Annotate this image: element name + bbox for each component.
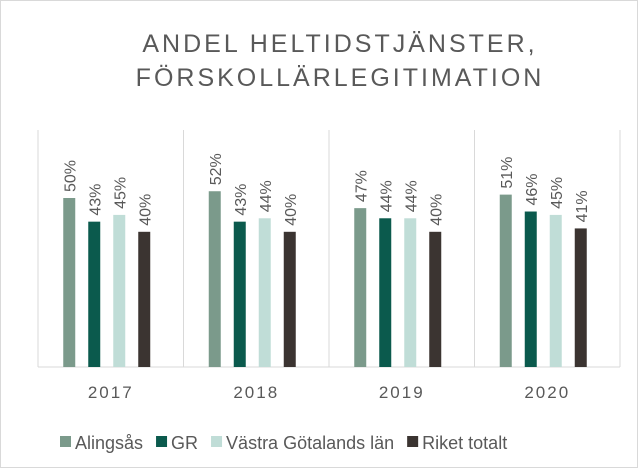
data-label: 40% (283, 194, 300, 226)
bar (233, 221, 246, 367)
data-label: 52% (208, 153, 225, 185)
data-label: 43% (233, 184, 250, 216)
bar (283, 231, 296, 367)
bar (574, 228, 587, 367)
data-label: 51% (499, 157, 516, 189)
data-label: 40% (428, 194, 445, 226)
x-tick-label: 2019 (379, 383, 425, 402)
data-label: 50% (62, 160, 79, 192)
data-label: 43% (87, 184, 104, 216)
legend-label: Västra Götalands län (226, 433, 394, 453)
legend-label: Alingsås (75, 433, 143, 453)
legend-swatch (407, 436, 419, 447)
bar (379, 218, 392, 367)
bar (354, 208, 367, 367)
x-tick-label: 2017 (88, 383, 134, 402)
legend-swatch (211, 436, 223, 447)
data-label: 41% (574, 190, 591, 222)
bar (113, 214, 126, 367)
bar (549, 214, 562, 367)
bar (138, 231, 151, 367)
bar (88, 221, 101, 367)
chart-title: ANDEL HELTIDSTJÄNSTER, (142, 30, 537, 58)
data-label: 44% (403, 180, 420, 212)
legend-label: Riket totalt (422, 433, 507, 453)
chart-title: FÖRSKOLLÄRLEGITIMATION (136, 64, 545, 92)
legend-swatch (60, 436, 71, 447)
x-tick-label: 2020 (524, 383, 570, 402)
data-label: 45% (112, 177, 129, 209)
data-label: 40% (137, 194, 154, 226)
data-label: 46% (524, 173, 541, 205)
legend-swatch (156, 436, 168, 447)
x-tick-label: 2018 (233, 383, 279, 402)
bar (429, 231, 442, 367)
bar (404, 218, 417, 367)
bar (499, 194, 512, 367)
bar (63, 198, 76, 367)
data-label: 47% (353, 170, 370, 202)
data-label: 44% (258, 180, 275, 212)
bar (208, 191, 221, 367)
bar (524, 211, 537, 367)
data-label: 44% (378, 180, 395, 212)
data-label: 45% (549, 177, 566, 209)
legend-label: GR (171, 433, 198, 453)
bar (258, 218, 271, 367)
